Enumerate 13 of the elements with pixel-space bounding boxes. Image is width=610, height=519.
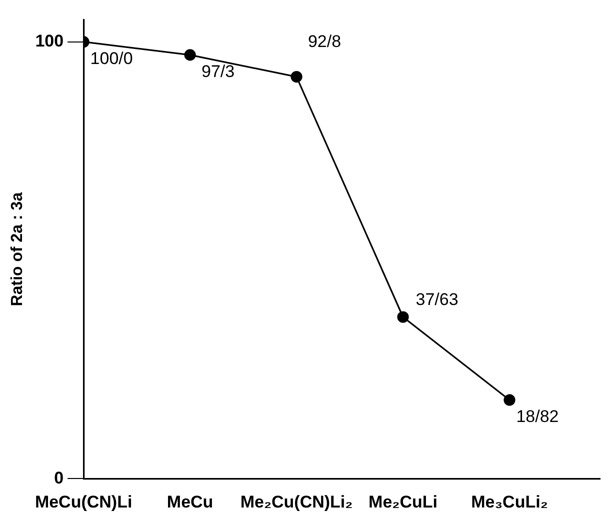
x-tick-label: Me₃CuLi₂ (471, 492, 548, 512)
y-tick-label: 0 (54, 468, 64, 488)
x-tick-label: Me₂Cu(CN)Li₂ (240, 492, 353, 512)
x-tick-label: Me₂CuLi (368, 492, 438, 512)
data-label: 97/3 (202, 62, 235, 81)
data-label: 37/63 (416, 290, 458, 309)
data-label: 100/0 (90, 48, 133, 68)
x-tick-label: MeCu (166, 492, 214, 512)
data-label: 92/8 (308, 32, 342, 51)
y-tick-label: 100 (35, 32, 64, 51)
data-label: 18/82 (516, 406, 559, 426)
y-axis-title: Ratio of 2a : 3a (9, 192, 26, 306)
x-tick-label: MeCu(CN)Li (34, 492, 132, 512)
